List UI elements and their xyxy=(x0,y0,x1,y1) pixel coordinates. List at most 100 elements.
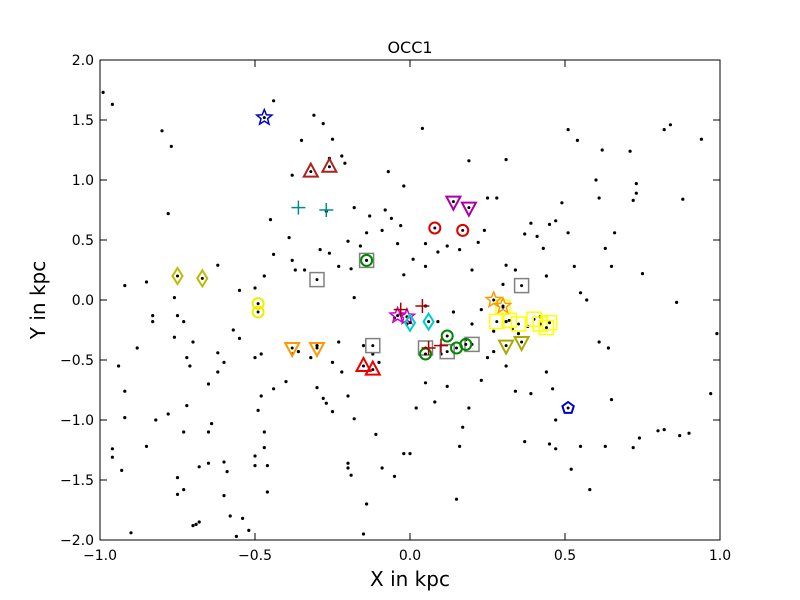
data-point xyxy=(253,454,257,458)
data-point xyxy=(470,322,474,326)
data-point xyxy=(290,258,294,262)
data-point xyxy=(414,406,418,410)
marker-circle xyxy=(456,223,470,237)
data-point xyxy=(715,332,719,336)
data-point xyxy=(637,436,642,440)
data-point xyxy=(197,520,201,524)
data-point xyxy=(268,218,273,222)
data-point xyxy=(160,129,164,133)
data-point xyxy=(272,387,276,391)
data-point xyxy=(588,488,592,492)
data-point xyxy=(222,494,226,498)
marker-square xyxy=(510,316,527,332)
data-point xyxy=(399,224,403,228)
chart-title: OCC1 xyxy=(387,38,432,57)
data-point xyxy=(380,228,384,232)
data-point xyxy=(675,300,679,304)
data-point xyxy=(485,196,490,200)
data-point xyxy=(458,248,462,252)
data-point xyxy=(544,274,549,278)
data-point xyxy=(529,221,533,225)
data-point xyxy=(182,488,186,492)
data-point xyxy=(479,378,483,382)
data-point xyxy=(172,335,176,339)
data-point xyxy=(640,272,645,276)
x-tick-label: −1.0 xyxy=(83,548,117,564)
data-point xyxy=(144,444,149,448)
data-point xyxy=(575,138,580,142)
data-point xyxy=(516,332,521,336)
data-point xyxy=(216,370,220,374)
marker-square xyxy=(538,319,555,336)
data-point xyxy=(461,425,465,429)
data-point xyxy=(709,392,713,396)
marker-triangle-down xyxy=(497,339,515,356)
data-point xyxy=(237,288,242,292)
data-point xyxy=(346,394,350,398)
marker-diamond xyxy=(171,266,184,286)
data-point xyxy=(330,137,335,141)
data-point xyxy=(175,314,180,318)
data-point xyxy=(389,216,393,220)
marker-circle xyxy=(251,305,265,319)
data-point xyxy=(600,148,604,152)
data-point xyxy=(365,502,369,506)
data-point xyxy=(436,320,440,324)
marker-star xyxy=(388,305,408,324)
data-point xyxy=(309,356,313,360)
data-point xyxy=(523,232,527,236)
data-point xyxy=(265,464,269,468)
marker-triangle-up xyxy=(364,359,382,376)
data-point xyxy=(231,328,235,332)
marker-circle xyxy=(459,337,473,351)
data-point xyxy=(408,452,412,456)
data-point xyxy=(210,422,214,426)
data-point xyxy=(678,434,682,438)
data-point xyxy=(368,214,372,218)
data-point xyxy=(225,470,229,474)
data-point xyxy=(492,350,496,354)
data-point xyxy=(451,310,455,314)
data-point xyxy=(312,113,316,117)
data-point xyxy=(377,360,381,364)
data-point xyxy=(123,284,127,288)
data-point xyxy=(597,340,601,344)
data-point xyxy=(206,430,211,434)
data-point xyxy=(318,248,322,252)
data-point xyxy=(504,320,508,324)
y-tick-label: 0.5 xyxy=(72,233,94,249)
marker-diamond xyxy=(403,312,417,333)
data-point xyxy=(476,240,480,244)
data-point xyxy=(166,412,170,416)
data-point xyxy=(175,492,180,496)
data-point xyxy=(535,234,539,238)
data-point xyxy=(352,417,356,421)
data-point xyxy=(188,364,192,368)
marker-square xyxy=(513,277,530,294)
series-plus xyxy=(393,299,448,355)
data-point xyxy=(237,336,242,340)
data-point xyxy=(135,346,139,350)
data-point xyxy=(547,442,552,446)
marker-star xyxy=(484,289,504,309)
data-point xyxy=(340,154,344,158)
data-point xyxy=(504,158,508,162)
data-point xyxy=(420,126,424,130)
data-point xyxy=(523,440,527,444)
data-point xyxy=(547,222,552,226)
data-point xyxy=(321,122,325,126)
data-point xyxy=(222,460,226,464)
data-point xyxy=(479,308,483,312)
data-point xyxy=(191,340,195,344)
x-tick-label: 0.5 xyxy=(554,548,576,564)
data-point xyxy=(585,298,589,302)
data-point xyxy=(315,344,319,348)
y-tick-label: −1.5 xyxy=(60,473,94,489)
series-diamond xyxy=(171,266,209,289)
data-point xyxy=(504,364,508,368)
marker-triangle-down xyxy=(283,342,301,359)
data-point xyxy=(554,447,558,451)
data-point xyxy=(628,149,632,153)
series-pentagon xyxy=(561,400,575,414)
